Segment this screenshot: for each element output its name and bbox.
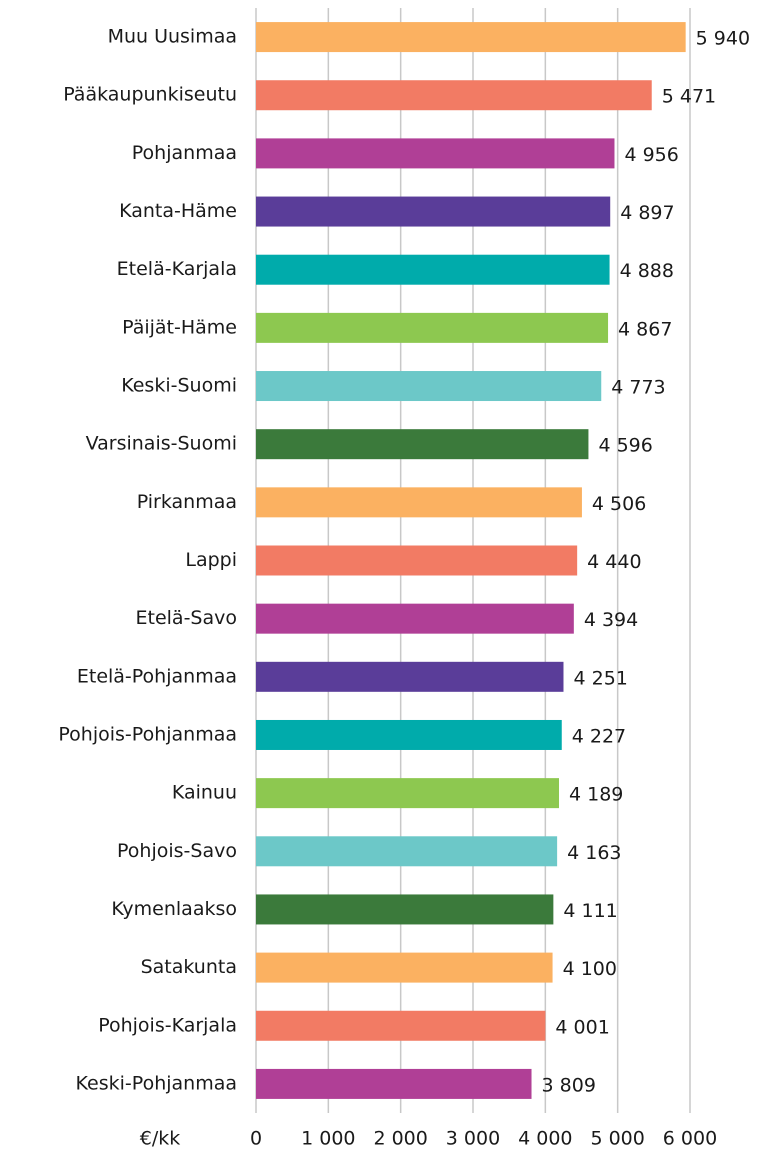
bar [256, 138, 615, 169]
bar [256, 603, 574, 634]
x-tick-label: 6 000 [663, 1128, 717, 1150]
value-label: 3 809 [542, 1074, 596, 1096]
value-label: 5 940 [696, 28, 750, 50]
y-tick-label: Kymenlaakso [111, 898, 237, 920]
y-tick-label: Keski-Suomi [121, 375, 237, 397]
bar [256, 80, 652, 111]
bar [256, 894, 554, 925]
y-tick-label: Kanta-Häme [119, 200, 237, 222]
y-tick-label: Etelä-Pohjanmaa [77, 665, 237, 687]
y-tick-label: Kainuu [172, 782, 237, 804]
value-label: 4 867 [618, 318, 672, 340]
y-tick-label: Pirkanmaa [137, 491, 237, 513]
bar [256, 371, 602, 402]
y-tick-label: Keski-Pohjanmaa [76, 1072, 237, 1094]
bar [256, 22, 686, 53]
y-tick-label: Pääkaupunkiseutu [63, 84, 237, 106]
value-label: 4 956 [624, 144, 678, 166]
bar [256, 429, 589, 460]
value-label: 4 897 [620, 202, 674, 224]
x-tick-label: 4 000 [518, 1128, 572, 1150]
bar [256, 254, 610, 285]
value-label: 4 163 [567, 842, 621, 864]
value-label: 4 227 [572, 725, 626, 747]
y-tick-label: Etelä-Savo [136, 607, 238, 629]
y-tick-label: Etelä-Karjala [117, 258, 237, 280]
value-label: 4 394 [584, 609, 638, 631]
y-tick-label: Pohjois-Savo [117, 840, 237, 862]
bar [256, 719, 562, 750]
x-tick-label: 0 [250, 1128, 262, 1150]
value-label: 4 888 [620, 260, 674, 282]
x-tick-label: 3 000 [446, 1128, 500, 1150]
bar [256, 1068, 532, 1099]
bar [256, 952, 553, 983]
bar [256, 778, 560, 809]
value-label: 4 440 [587, 551, 641, 573]
value-label: 4 506 [592, 493, 646, 515]
value-label: 4 111 [563, 900, 617, 922]
y-tick-label: Pohjois-Pohjanmaa [58, 723, 237, 745]
y-tick-label: Pohjanmaa [132, 142, 237, 164]
y-tick-label: Varsinais-Suomi [86, 433, 237, 455]
value-label: 4 773 [611, 377, 665, 399]
y-tick-label: Päijät-Häme [122, 316, 237, 338]
y-tick-label: Pohjois-Karjala [98, 1014, 237, 1036]
bar [256, 487, 582, 518]
x-tick-label: 5 000 [590, 1128, 644, 1150]
value-label: 5 471 [662, 86, 716, 108]
bar [256, 545, 578, 576]
x-axis-label: €/kk [140, 1128, 181, 1150]
value-label: 4 596 [598, 435, 652, 457]
bar [256, 1010, 546, 1041]
bar [256, 196, 611, 227]
value-label: 4 251 [573, 667, 627, 689]
y-tick-label: Muu Uusimaa [108, 26, 237, 48]
value-label: 4 001 [555, 1016, 609, 1038]
bar [256, 312, 609, 343]
value-label: 4 189 [569, 784, 623, 806]
x-tick-label: 1 000 [301, 1128, 355, 1150]
value-label: 4 100 [563, 958, 617, 980]
bar [256, 836, 558, 867]
y-tick-label: Lappi [185, 549, 237, 571]
bar [256, 661, 564, 692]
y-tick-label: Satakunta [141, 956, 237, 978]
x-tick-label: 2 000 [373, 1128, 427, 1150]
